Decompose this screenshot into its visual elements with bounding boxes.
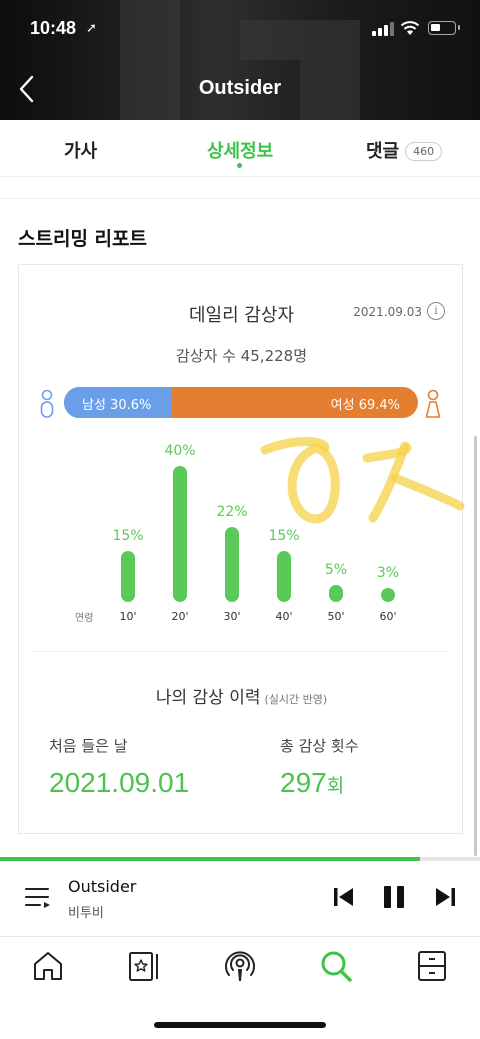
scroll-indicator[interactable] — [474, 436, 477, 856]
total-plays-number: 297 — [280, 767, 327, 798]
age-axis-label: 연령 — [75, 613, 94, 624]
home-icon[interactable] — [30, 948, 66, 984]
tab-comments-label: 댓글 — [366, 141, 400, 162]
daily-title: 데일리 감상자 — [188, 305, 295, 326]
chevron-left-icon[interactable] — [14, 72, 40, 106]
age-tick-label: 60' — [379, 610, 397, 623]
age-bar-label: 5% — [324, 562, 348, 578]
first-listen-label: 처음 들은 날 — [49, 737, 128, 755]
now-playing-title: Outsider — [68, 877, 137, 896]
tab-details[interactable]: 상세정보 — [207, 141, 274, 162]
drawer-icon[interactable] — [414, 948, 450, 984]
info-icon[interactable]: i — [427, 302, 445, 320]
skip-next-icon[interactable] — [432, 883, 458, 911]
gender-ratio-bar: 남성 30.6% 여성 69.4% — [64, 387, 418, 418]
section-title: 스트리밍 리포트 — [18, 228, 147, 250]
bottom-nav — [0, 938, 480, 998]
age-bar-label: 22% — [216, 504, 248, 521]
playback-progress[interactable] — [0, 857, 480, 861]
age-bar — [121, 551, 135, 602]
playlist-icon[interactable] — [24, 885, 52, 911]
comment-count-badge: 460 — [405, 142, 443, 161]
library-icon[interactable] — [126, 948, 162, 984]
podcast-icon[interactable] — [222, 948, 258, 984]
skip-previous-icon[interactable] — [331, 883, 357, 911]
age-tick-label: 10' — [119, 610, 137, 623]
card-divider — [34, 651, 446, 652]
report-date: 2021.09.03 — [353, 305, 422, 319]
male-ratio-fill — [64, 387, 173, 418]
total-plays-label: 총 감상 횟수 — [280, 737, 359, 755]
status-time: 10:48 — [30, 18, 77, 38]
age-tick-label: 30' — [223, 610, 241, 623]
female-icon — [425, 389, 441, 418]
tab-lyrics[interactable]: 가사 — [64, 141, 98, 162]
active-tab-indicator — [237, 163, 242, 168]
total-plays-unit: 회 — [326, 776, 345, 797]
age-tick-label: 40' — [275, 610, 293, 623]
top-bar: 10:48 ➚ Outsider — [0, 0, 480, 120]
history-title-text: 나의 감상 이력 — [155, 688, 261, 708]
search-icon[interactable] — [318, 948, 354, 984]
age-bar — [277, 551, 291, 602]
now-playing-artist: 비투비 — [68, 906, 104, 921]
female-ratio-label: 여성 69.4% — [330, 398, 400, 413]
total-plays-value: 297회 — [280, 767, 344, 799]
mini-player[interactable]: Outsider 비투비 — [0, 861, 480, 937]
home-indicator[interactable] — [154, 1022, 326, 1028]
detail-tabs: 가사 상세정보 댓글 460 — [0, 120, 480, 176]
age-bar — [225, 527, 239, 602]
history-title: 나의 감상 이력 (실시간 반영) — [19, 683, 464, 708]
playback-progress-fill — [0, 857, 420, 861]
tab-comments[interactable]: 댓글 460 — [366, 137, 443, 163]
history-note: (실시간 반영) — [264, 693, 328, 706]
age-tick-label: 20' — [171, 610, 189, 623]
age-bar-label: 15% — [112, 528, 144, 544]
male-icon — [40, 389, 54, 418]
page-title: Outsider — [198, 77, 282, 99]
age-bar — [173, 466, 187, 602]
wifi-icon — [400, 21, 420, 35]
battery-icon — [428, 21, 460, 35]
age-bar-label: 15% — [268, 528, 300, 544]
age-bar-label: 3% — [376, 565, 400, 581]
signal-icon — [372, 22, 394, 36]
listener-count: 감상자 수 45,228명 — [175, 347, 308, 365]
age-bar — [329, 585, 343, 602]
section-divider — [0, 198, 480, 199]
age-bar — [381, 588, 395, 602]
streaming-report-card: 데일리 감상자 2021.09.03 i 감상자 수 45,228명 남성 30… — [18, 264, 463, 834]
location-icon: ➚ — [86, 21, 97, 36]
first-listen-date: 2021.09.01 — [49, 767, 190, 798]
status-bar: 10:48 ➚ — [0, 16, 480, 44]
age-tick-label: 50' — [327, 610, 345, 623]
pause-icon[interactable] — [381, 883, 407, 911]
male-ratio-label: 남성 30.6% — [82, 398, 152, 413]
age-bar-label: 40% — [164, 443, 196, 459]
tab-divider — [0, 176, 480, 177]
